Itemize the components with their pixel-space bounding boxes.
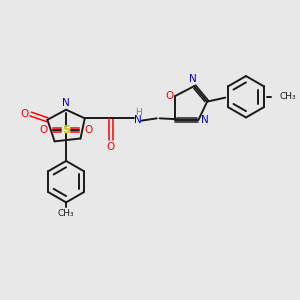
Text: N: N	[189, 74, 196, 85]
Text: CH₃: CH₃	[279, 92, 296, 101]
Text: O: O	[84, 125, 92, 135]
Text: N: N	[62, 98, 70, 108]
Text: S: S	[62, 125, 70, 135]
Text: H: H	[135, 108, 141, 117]
Text: O: O	[40, 125, 48, 135]
Text: N: N	[201, 115, 209, 125]
Text: O: O	[165, 91, 173, 101]
Text: O: O	[106, 142, 115, 152]
Text: N: N	[134, 115, 142, 125]
Text: CH₃: CH₃	[58, 208, 74, 217]
Text: O: O	[20, 109, 28, 119]
